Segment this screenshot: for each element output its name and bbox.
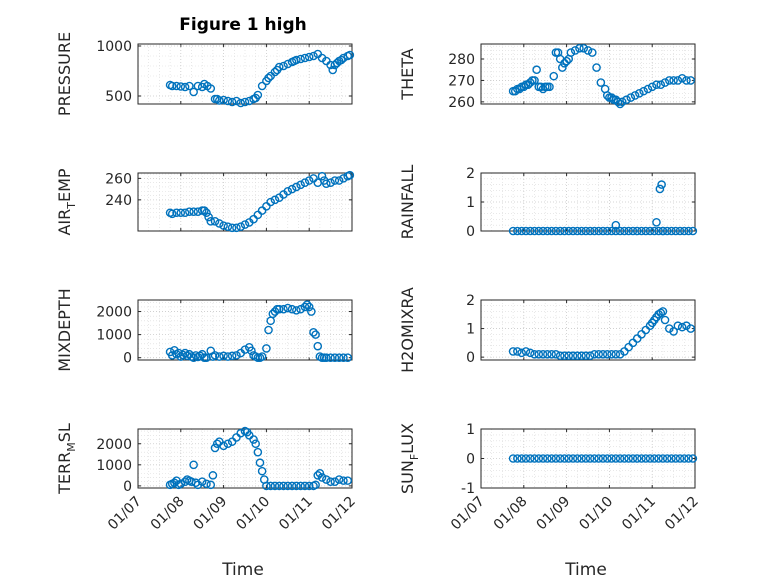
y-tick-label: 0 — [466, 452, 475, 468]
y-tick-label: -1 — [461, 481, 475, 497]
y-axis-label: H2OMIXRA — [398, 287, 417, 373]
y-tick-label: 2 — [466, 166, 475, 182]
x-axis-label-left: Time — [221, 560, 264, 580]
y-tick-label: 0 — [123, 351, 132, 367]
y-tick-label: 260 — [105, 171, 132, 187]
y-tick-label: 0 — [123, 479, 132, 495]
y-tick-label: 1 — [466, 422, 475, 438]
y-tick-label: 240 — [105, 193, 132, 209]
y-tick-label: 0 — [466, 224, 475, 240]
y-tick-label: 1000 — [96, 328, 132, 344]
figure-canvas: Figure 1 high Time Time 5001000PRESSURE 2… — [0, 0, 778, 583]
figure-title: Figure 1 high — [179, 15, 307, 35]
y-tick-label: 280 — [448, 52, 475, 68]
y-tick-label: 1 — [466, 322, 475, 338]
y-axis-label: RAINFALL — [398, 165, 417, 240]
y-tick-label: 270 — [448, 73, 475, 89]
y-tick-label: 1000 — [96, 39, 132, 55]
y-tick-label: 1000 — [96, 458, 132, 474]
y-tick-label: 2 — [466, 293, 475, 309]
y-axis-label: PRESSURE — [55, 32, 74, 116]
axes-box — [138, 429, 352, 488]
y-tick-label: 0 — [466, 350, 475, 366]
y-axis-label: THETA — [398, 48, 417, 100]
y-tick-label: 260 — [448, 95, 475, 111]
x-axis-label-right: Time — [564, 560, 607, 580]
y-tick-label: 2000 — [96, 437, 132, 453]
y-axis-label: MIXDEPTH — [55, 288, 74, 371]
y-tick-label: 2000 — [96, 305, 132, 321]
y-tick-label: 500 — [105, 89, 132, 105]
y-tick-label: 1 — [466, 195, 475, 211]
